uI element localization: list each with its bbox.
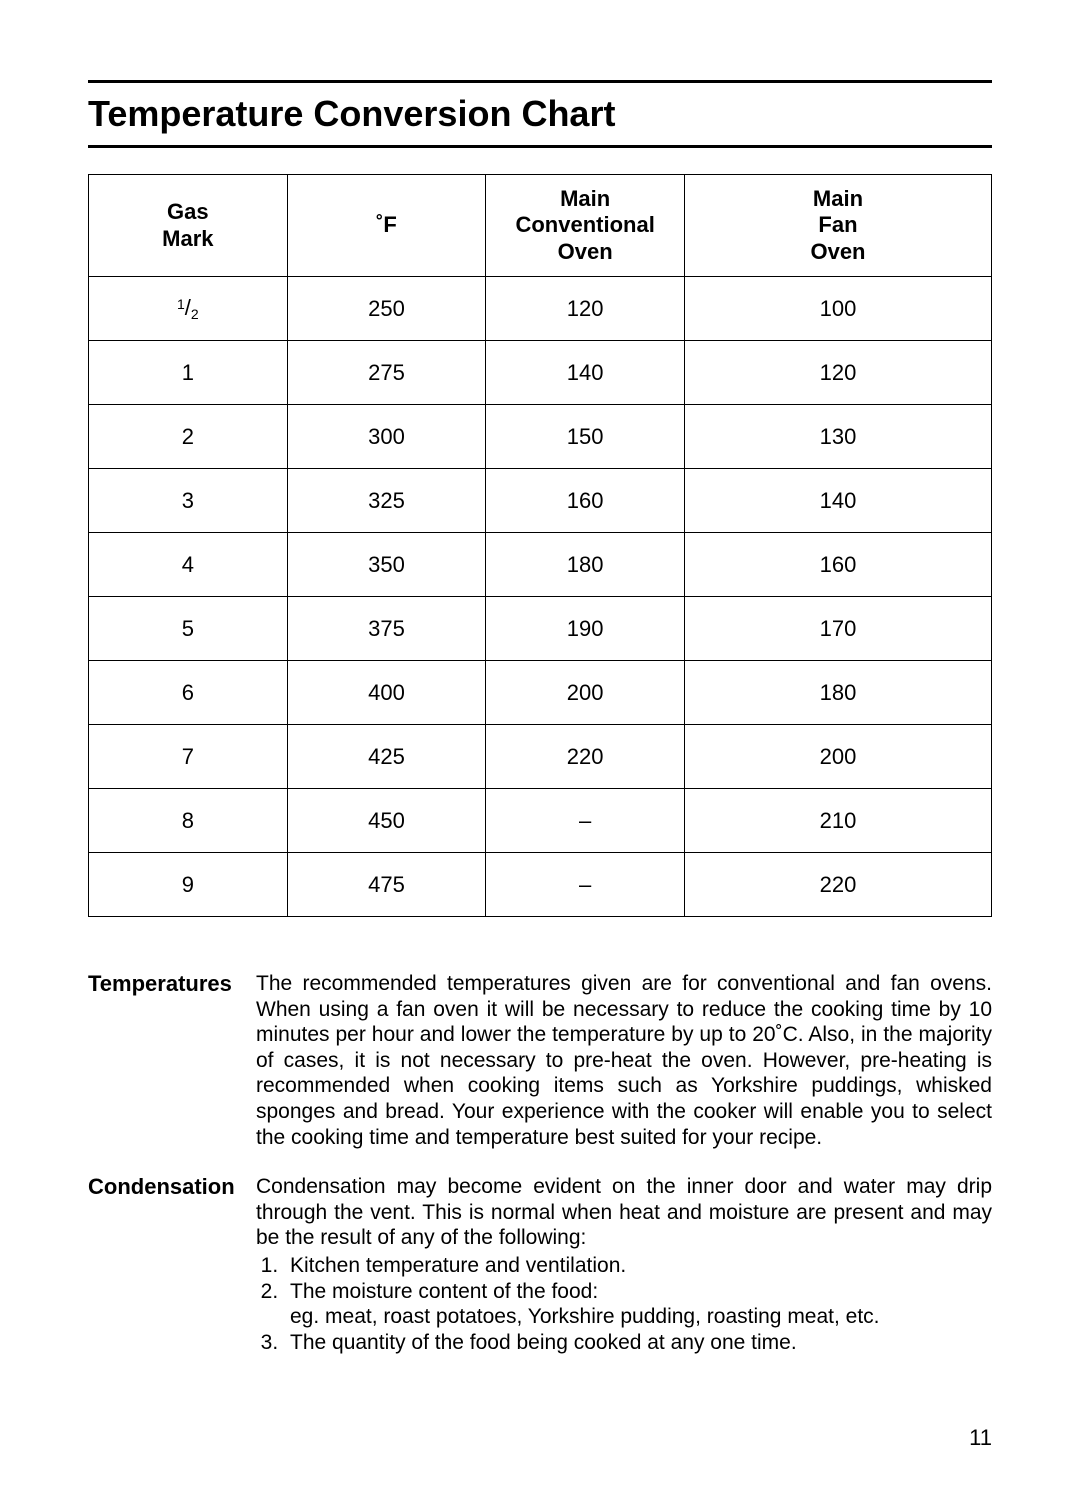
list-item: The moisture content of the food:eg. mea… xyxy=(284,1279,992,1330)
list-item: Kitchen temperature and ventilation. xyxy=(284,1253,992,1279)
cell-fahrenheit: 325 xyxy=(287,469,486,533)
cell-fan: 100 xyxy=(684,277,991,341)
table-row: 3325160140 xyxy=(89,469,992,533)
conversion-table: GasMark˚FMainConventionalOvenMainFanOven… xyxy=(88,174,992,917)
cell-gas-mark: 9 xyxy=(89,853,288,917)
cell-fahrenheit: 250 xyxy=(287,277,486,341)
note-body: The recommended temperatures given are f… xyxy=(256,971,992,1150)
cell-conventional: – xyxy=(486,789,685,853)
table-header-cell: MainConventionalOven xyxy=(486,175,685,277)
cell-fahrenheit: 350 xyxy=(287,533,486,597)
rule-mid xyxy=(88,145,992,148)
table-header-row: GasMark˚FMainConventionalOvenMainFanOven xyxy=(89,175,992,277)
note-temperatures: Temperatures The recommended temperature… xyxy=(88,971,992,1150)
note-label: Temperatures xyxy=(88,971,256,1150)
cell-fahrenheit: 375 xyxy=(287,597,486,661)
note-body: Condensation may become evident on the i… xyxy=(256,1174,992,1355)
cell-conventional: 190 xyxy=(486,597,685,661)
cell-fahrenheit: 425 xyxy=(287,725,486,789)
condensation-list: Kitchen temperature and ventilation.The … xyxy=(256,1253,992,1355)
cell-fahrenheit: 475 xyxy=(287,853,486,917)
table-row: 9475–220 xyxy=(89,853,992,917)
cell-conventional: – xyxy=(486,853,685,917)
note-condensation: Condensation Condensation may become evi… xyxy=(88,1174,992,1355)
cell-fan: 170 xyxy=(684,597,991,661)
manual-page: Temperature Conversion Chart GasMark˚FMa… xyxy=(0,0,1080,1511)
cell-conventional: 160 xyxy=(486,469,685,533)
table-row: 8450–210 xyxy=(89,789,992,853)
cell-gas-mark: 1 xyxy=(89,341,288,405)
cell-gas-mark: 6 xyxy=(89,661,288,725)
table-row: 5375190170 xyxy=(89,597,992,661)
table-row: 1275140120 xyxy=(89,341,992,405)
table-row: 6400200180 xyxy=(89,661,992,725)
cell-gas-mark: 7 xyxy=(89,725,288,789)
cell-conventional: 150 xyxy=(486,405,685,469)
table-header-cell: GasMark xyxy=(89,175,288,277)
cell-gas-mark: 5 xyxy=(89,597,288,661)
cell-gas-mark: 8 xyxy=(89,789,288,853)
note-intro: Condensation may become evident on the i… xyxy=(256,1175,992,1249)
cell-conventional: 200 xyxy=(486,661,685,725)
cell-fan: 160 xyxy=(684,533,991,597)
notes-section: Temperatures The recommended temperature… xyxy=(88,971,992,1356)
cell-fan: 130 xyxy=(684,405,991,469)
note-label: Condensation xyxy=(88,1174,256,1355)
cell-fahrenheit: 400 xyxy=(287,661,486,725)
cell-fahrenheit: 450 xyxy=(287,789,486,853)
page-title: Temperature Conversion Chart xyxy=(88,91,992,139)
cell-conventional: 140 xyxy=(486,341,685,405)
cell-gas-mark: 1/2 xyxy=(89,277,288,341)
cell-gas-mark: 2 xyxy=(89,405,288,469)
table-header-cell: MainFanOven xyxy=(684,175,991,277)
cell-fan: 220 xyxy=(684,853,991,917)
cell-conventional: 220 xyxy=(486,725,685,789)
cell-conventional: 180 xyxy=(486,533,685,597)
table-header-cell: ˚F xyxy=(287,175,486,277)
cell-fan: 140 xyxy=(684,469,991,533)
rule-top xyxy=(88,80,992,83)
table-row: 1/2250120100 xyxy=(89,277,992,341)
cell-gas-mark: 4 xyxy=(89,533,288,597)
cell-fan: 200 xyxy=(684,725,991,789)
cell-fan: 180 xyxy=(684,661,991,725)
cell-fan: 120 xyxy=(684,341,991,405)
cell-fahrenheit: 300 xyxy=(287,405,486,469)
table-row: 7425220200 xyxy=(89,725,992,789)
table-row: 4350180160 xyxy=(89,533,992,597)
cell-gas-mark: 3 xyxy=(89,469,288,533)
table-row: 2300150130 xyxy=(89,405,992,469)
cell-fan: 210 xyxy=(684,789,991,853)
cell-fahrenheit: 275 xyxy=(287,341,486,405)
cell-conventional: 120 xyxy=(486,277,685,341)
page-number: 11 xyxy=(969,1425,992,1451)
list-item: The quantity of the food being cooked at… xyxy=(284,1330,992,1356)
